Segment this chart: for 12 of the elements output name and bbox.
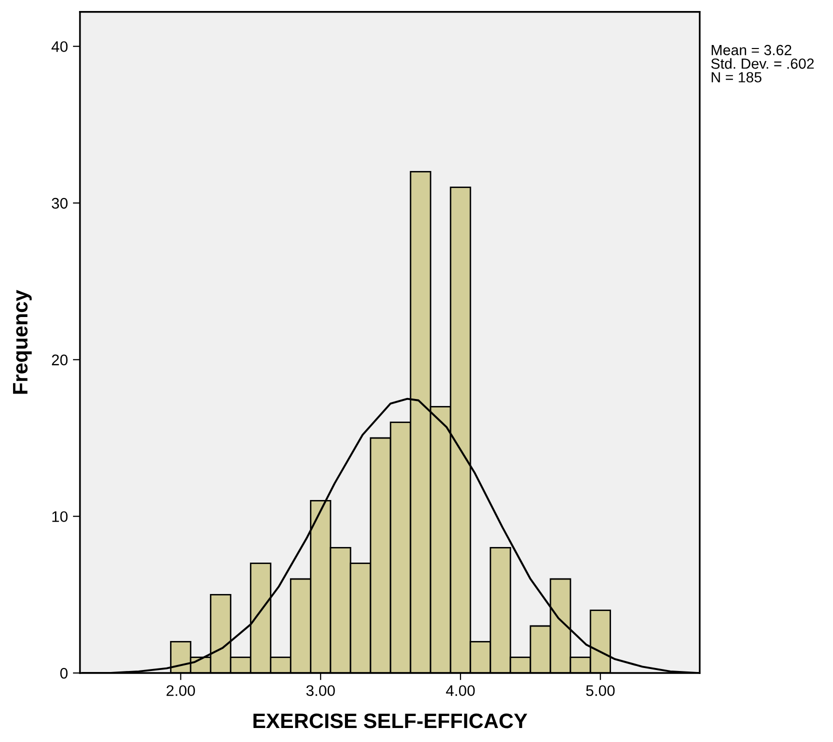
y-axis-title: Frequency bbox=[13, 290, 32, 394]
x-tick-label: 4.00 bbox=[446, 685, 475, 696]
text: Mean = 3.62 Std. Dev. = .602 N = 185 bbox=[711, 44, 814, 82]
x-tick-label: 3.00 bbox=[306, 685, 335, 696]
y-tick-label: 20 bbox=[52, 354, 68, 366]
x-tick-label: 2.00 bbox=[166, 685, 195, 696]
y-tick-label: 10 bbox=[52, 511, 68, 522]
y-tick-label: 30 bbox=[52, 198, 68, 209]
x-axis-title: EXERCISE SELF-EFFICACY bbox=[253, 713, 528, 728]
y-tick-label: 40 bbox=[52, 41, 68, 52]
x-tick-label: 5.00 bbox=[586, 685, 615, 696]
y-tick-label: 0 bbox=[60, 668, 68, 679]
